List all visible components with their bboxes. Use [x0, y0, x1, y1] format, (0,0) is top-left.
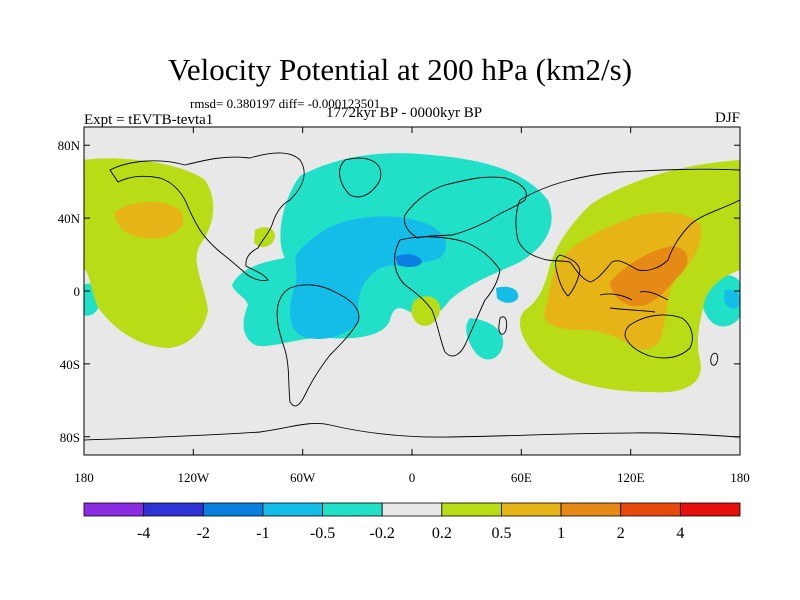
coast-india	[555, 254, 581, 297]
lon-tick-label: 180	[730, 470, 750, 485]
lon-tick-label: 120E	[617, 470, 645, 485]
contour-fields	[84, 153, 740, 393]
colorbar-swatch	[202, 502, 264, 517]
contour-negative-mid	[290, 216, 446, 340]
colorbar-swatch	[381, 502, 443, 517]
colorbar-swatch	[143, 502, 204, 517]
lat-tick-label: 80N	[58, 138, 81, 153]
coast-antarctica	[84, 422, 740, 441]
lon-tick-label: 0	[409, 470, 416, 485]
lat-tick-label: 40S	[60, 357, 80, 372]
lon-tick-label: 180	[74, 470, 94, 485]
colorbar-label: 0.5	[491, 525, 511, 542]
lon-tick-label: 60E	[511, 470, 532, 485]
coast-madagascar	[498, 316, 508, 335]
colorbar-label: -1	[256, 525, 269, 542]
season-label: DJF	[714, 110, 740, 126]
coast-australia	[624, 314, 693, 359]
contour-positive-weak-am	[254, 227, 275, 248]
period-label: 1772kyr BP - 0000kyr BP	[325, 105, 483, 121]
lat-tick-label: 0	[74, 284, 81, 299]
contour-positive-strong	[610, 246, 688, 307]
coast-south-america	[276, 284, 360, 407]
colorbar-label: 1	[557, 525, 565, 542]
coastlines	[84, 152, 740, 441]
colorbar-swatch	[441, 502, 502, 517]
colorbar-swatch	[560, 502, 622, 517]
colorbar-label: -0.5	[310, 525, 335, 542]
longitude-ticks: 180 120W 60W 0 60E 120E 180	[74, 127, 750, 485]
map-title: Velocity Potential at 200 hPa (km2/s)	[167, 52, 633, 87]
contour-negative-strong	[395, 254, 422, 267]
latitude-ticks: 80N 40N 0 40S 80S	[58, 138, 740, 445]
lon-tick-label: 120W	[177, 470, 210, 485]
colorbar-swatch	[620, 502, 681, 517]
colorbar-swatch	[679, 502, 741, 517]
coast-indonesia	[599, 291, 669, 313]
contour-negative-mid-a	[496, 286, 519, 303]
contour-positive-mid-np	[115, 201, 184, 239]
colorbar-swatch	[83, 502, 145, 517]
contour-negative-mid-e	[724, 289, 740, 309]
stats-label: rmsd= 0.380197 diff= -0.000123501	[190, 96, 381, 111]
lat-tick-label: 40N	[58, 211, 81, 226]
contour-positive-weak-atl	[411, 296, 441, 326]
experiment-label: Expt = tEVTB-tevta1	[84, 112, 214, 128]
lon-tick-label: 60W	[290, 470, 316, 485]
coast-asia	[515, 168, 740, 283]
colorbar-swatch	[262, 502, 323, 517]
coast-africa	[394, 236, 501, 357]
contour-negative-weak-s	[466, 318, 504, 360]
colorbar-label: -4	[137, 525, 150, 542]
colorbar-label: 0.2	[432, 525, 452, 542]
lat-tick-label: 80S	[60, 430, 80, 445]
colorbar-swatch	[501, 502, 562, 517]
colorbar-label: -2	[197, 525, 210, 542]
colorbar-swatch	[322, 502, 383, 517]
colorbar: -4 -2 -1 -0.5 -0.2 0.2 0.5 1 2 4	[83, 502, 741, 542]
coast-greenland	[339, 157, 382, 198]
coast-north-america	[109, 152, 305, 281]
colorbar-label: 2	[617, 525, 625, 542]
colorbar-label: 4	[676, 525, 684, 542]
coast-new-zealand	[710, 352, 719, 366]
colorbar-label: -0.2	[370, 525, 395, 542]
